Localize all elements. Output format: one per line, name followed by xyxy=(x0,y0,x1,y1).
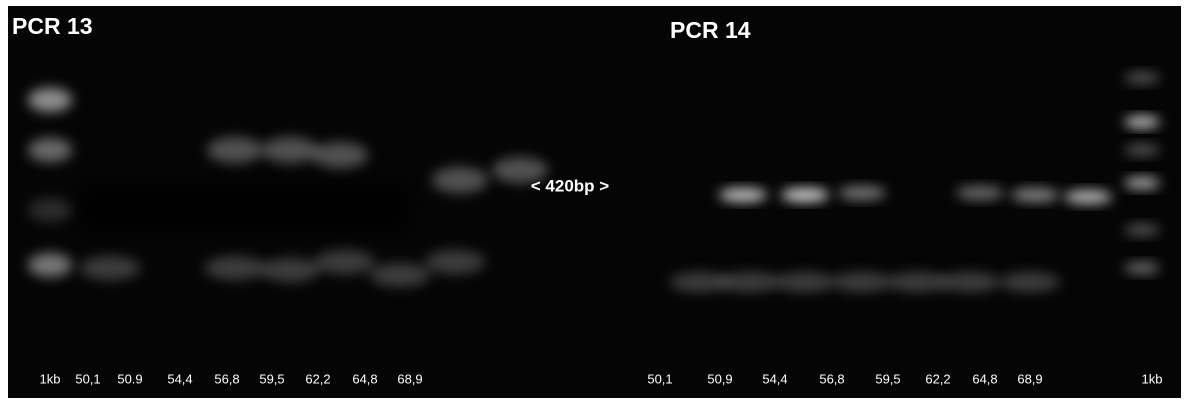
dna-band xyxy=(260,258,320,282)
dna-band xyxy=(205,256,265,280)
dna-band xyxy=(838,186,886,200)
dna-band xyxy=(432,167,488,193)
ladder-band xyxy=(1124,144,1160,156)
lane-label: 59,5 xyxy=(259,371,284,386)
dna-band xyxy=(425,250,485,274)
lane-label: 1kb xyxy=(1142,371,1163,386)
smear xyxy=(80,185,410,230)
lane-label: 54,4 xyxy=(167,371,192,386)
dna-band xyxy=(262,137,318,163)
lane-label: 56,8 xyxy=(819,371,844,386)
dna-band xyxy=(315,250,375,274)
lane-label: 56,8 xyxy=(214,371,239,386)
lane-label: 62,2 xyxy=(305,371,330,386)
ladder-band xyxy=(1124,177,1160,189)
bands xyxy=(28,72,1160,292)
dna-band xyxy=(370,263,430,287)
lane-label: 50,1 xyxy=(75,371,100,386)
lane-label: 50,9 xyxy=(707,371,732,386)
lane-label: 62,2 xyxy=(925,371,950,386)
lane-label: 59,5 xyxy=(875,371,900,386)
panel-title: PCR 13 xyxy=(12,13,93,39)
dna-band xyxy=(670,272,730,292)
ladder-band xyxy=(1124,224,1160,236)
ladder-band xyxy=(28,88,72,112)
ladder-band xyxy=(1124,72,1160,84)
dna-band xyxy=(80,256,140,280)
ladder-band xyxy=(1124,262,1160,274)
lane-label: 50,1 xyxy=(647,371,672,386)
dna-band xyxy=(940,272,1000,292)
dna-band xyxy=(492,157,548,183)
dna-band xyxy=(832,272,892,292)
dna-band xyxy=(312,142,368,168)
dna-band xyxy=(1000,272,1060,292)
size-annotation: < 420bp > xyxy=(531,176,610,195)
ladder-band xyxy=(1124,116,1160,128)
ladder-band xyxy=(28,253,72,277)
lane-label: 64,8 xyxy=(972,371,997,386)
dna-band xyxy=(775,272,835,292)
dna-band xyxy=(956,186,1004,200)
dna-band xyxy=(207,137,263,163)
dna-band xyxy=(888,272,948,292)
ladder-band xyxy=(28,198,72,222)
panel-title: PCR 14 xyxy=(670,17,751,43)
dna-band xyxy=(781,188,829,202)
lane-label: 54,4 xyxy=(762,371,787,386)
lane-label: 68,9 xyxy=(397,371,422,386)
dna-band xyxy=(720,272,780,292)
lane-label: 64,8 xyxy=(352,371,377,386)
lane-label: 68,9 xyxy=(1017,371,1042,386)
dna-band xyxy=(1011,188,1059,202)
dna-band xyxy=(719,188,767,202)
lane-label: 1kb xyxy=(40,371,61,386)
ladder-band xyxy=(28,138,72,162)
dna-band xyxy=(1064,190,1112,204)
lane-label: 50.9 xyxy=(117,371,142,386)
